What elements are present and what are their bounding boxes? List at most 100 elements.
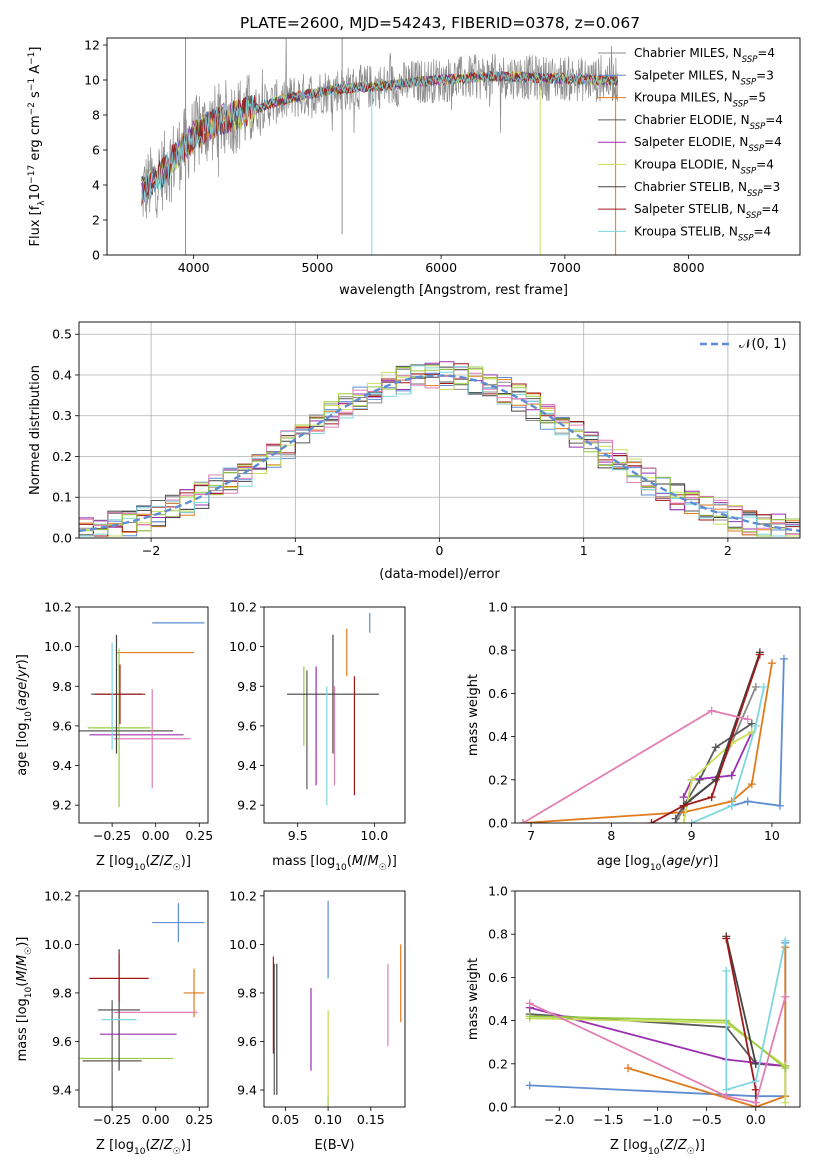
series-line	[725, 936, 757, 1065]
y-tick-label: 9.8	[237, 679, 257, 694]
x-tick-label: 0.10	[314, 1112, 342, 1127]
y-axis-label: age [log10(age/yr)]	[15, 654, 34, 776]
axes-weight_vs_age: 7 8 9 10 0.0 0.2 0.4 0.6 0.8 1.0 age [log10(age/yr…	[466, 600, 801, 873]
plus-marker	[707, 793, 716, 802]
plus-marker	[781, 1064, 790, 1073]
plus-marker	[722, 934, 731, 943]
plus-marker	[679, 819, 688, 823]
x-axis-label: Z [log10(Z/Z☉)]	[610, 1138, 705, 1157]
frame: 4000 5000 6000 7000 8000 0 2 4 6 8 10 12 wavelength …	[27, 38, 801, 298]
plot-area	[141, 38, 619, 255]
errorbar-point	[89, 954, 149, 1003]
errorbar-point	[113, 689, 191, 789]
y-tick-label: 9.8	[52, 985, 72, 1000]
plus-marker	[751, 1098, 760, 1107]
y-tick-label: 0.3	[52, 408, 72, 423]
plus-marker	[779, 654, 788, 663]
plus-marker	[519, 819, 528, 823]
y-tick-label: 8	[92, 108, 100, 123]
x-axis-label: age [log10(age/yr)]	[597, 854, 719, 873]
legend-entry: Salpeter ELODIE, NSSP=4	[634, 135, 782, 154]
y-tick-label: 6	[92, 143, 100, 158]
y-tick-label: 1.0	[488, 600, 508, 615]
errorbar-point	[183, 968, 205, 1018]
plus-marker	[743, 797, 752, 806]
axes-spectrum: 4000 5000 6000 7000 8000 0 2 4 6 8 10 12 wavelength …	[27, 38, 801, 298]
y-tick-label: 0.4	[488, 1013, 508, 1028]
plot-area	[525, 932, 790, 1107]
x-tick-label: −2.0	[544, 1112, 574, 1127]
x-tick-label: −1	[286, 543, 304, 558]
legend-entry: Kroupa MILES, NSSP=5	[634, 91, 766, 110]
plot-area	[79, 622, 205, 808]
plus-marker	[751, 682, 760, 691]
y-tick-label: 9.4	[52, 758, 72, 773]
x-tick-label: −1.0	[642, 1112, 672, 1127]
plus-marker	[687, 819, 696, 823]
legend-entry: Chabrier STELIB, NSSP=3	[634, 180, 780, 199]
y-axis-label: Normed distribution	[28, 365, 43, 495]
x-tick-label: 1	[580, 543, 588, 558]
x-tick-label: 8000	[673, 260, 705, 275]
axes-frame	[514, 606, 801, 824]
plus-marker	[767, 659, 776, 668]
y-tick-label: 10.2	[229, 600, 257, 615]
axes-frame	[263, 890, 406, 1108]
y-tick-label: 0.0	[52, 531, 72, 546]
y-tick-label: 9.6	[52, 1034, 72, 1049]
plus-marker	[525, 1081, 534, 1090]
x-tick-label: 9	[688, 828, 696, 843]
y-tick-label: 0.6	[488, 686, 508, 701]
x-tick-label: 4000	[178, 260, 210, 275]
frame: 0.05 0.10 0.15 9.4 9.6 9.8 10.0 10.2 E(B-V)	[229, 888, 406, 1153]
x-tick-label: 0	[436, 543, 444, 558]
y-axis-label: Flux [fλ10−17 erg cm−2 s−1 A−1]	[27, 47, 47, 247]
plus-marker	[727, 801, 736, 810]
series-line	[691, 686, 765, 823]
plot-area	[79, 903, 205, 1107]
y-tick-label: 0.2	[52, 449, 72, 464]
plus-marker	[624, 1064, 633, 1073]
axes-mass_vs_Z: −0.25 0.00 0.25 9.4 9.6 9.8 10.0 10.2 Z [log10(Z…	[15, 888, 213, 1157]
legend-entry: 𝒩(0, 1)	[739, 337, 786, 352]
x-axis-label: mass [log10(M/M☉)]	[272, 854, 397, 873]
plus-marker	[525, 999, 534, 1008]
y-tick-label: 9.4	[237, 1083, 257, 1098]
y-tick-label: 9.2	[237, 798, 257, 813]
y-axis-label: mass [log10(M/M☉)]	[15, 937, 34, 1062]
frame: −0.25 0.00 0.25 9.4 9.6 9.8 10.0 10.2 Z [log10(Z…	[15, 888, 213, 1157]
y-tick-label: 9.6	[52, 718, 72, 733]
axes-age_vs_Z: −0.25 0.00 0.25 9.2 9.4 9.6 9.8 10.0 10.2 Z [log1…	[15, 600, 213, 874]
x-tick-label: 10	[764, 828, 780, 843]
plus-marker	[751, 1077, 760, 1086]
plus-marker	[751, 1059, 760, 1068]
axes-weight_vs_Z: −2.0 −1.5 −1.0 −0.5 0.0 0.0 0.2 0.4 0.6 0.8 1.0 Z […	[466, 884, 801, 1157]
y-tick-label: 9.4	[237, 758, 257, 773]
x-tick-label: 6000	[425, 260, 457, 275]
errorbar-point	[87, 648, 151, 808]
x-tick-label: 0.00	[142, 828, 170, 843]
plus-marker	[747, 719, 756, 728]
plus-marker	[525, 1012, 534, 1021]
y-tick-label: 9.6	[237, 1034, 257, 1049]
y-tick-label: 10.0	[44, 639, 72, 654]
y-tick-label: 9.2	[52, 798, 72, 813]
x-tick-label: 9.5	[288, 828, 308, 843]
errorbar-point	[286, 634, 379, 754]
model-line	[141, 70, 619, 205]
y-tick-label: 10.2	[229, 888, 257, 903]
y-tick-label: 0.6	[488, 970, 508, 985]
y-tick-label: 0.0	[488, 816, 508, 831]
y-tick-label: 10	[84, 73, 100, 88]
x-axis-label: Z [log10(Z/Z☉)]	[96, 854, 191, 873]
x-tick-label: −0.25	[93, 828, 131, 843]
errorbar-point	[82, 1000, 142, 1107]
x-tick-label: 10.0	[360, 828, 388, 843]
y-tick-label: 2	[92, 213, 100, 228]
y-axis-label: mass weight	[466, 958, 481, 1040]
series-line	[725, 940, 787, 1091]
y-tick-label: 10.0	[229, 639, 257, 654]
plus-marker	[751, 1085, 760, 1094]
frame: 7 8 9 10 0.0 0.2 0.4 0.6 0.8 1.0 age [log10(age/yr…	[466, 600, 801, 873]
